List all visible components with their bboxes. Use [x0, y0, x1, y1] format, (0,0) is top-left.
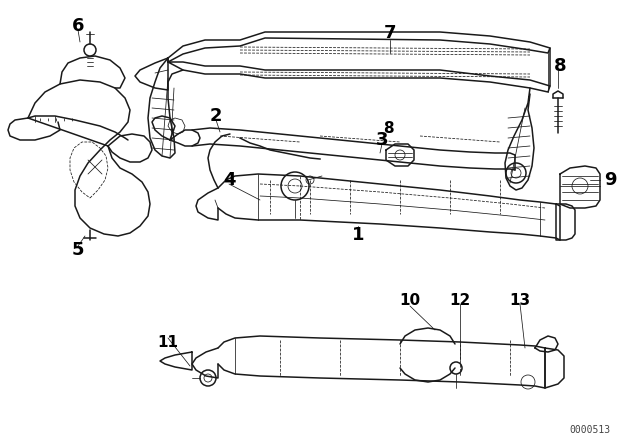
- Text: 4: 4: [223, 171, 236, 189]
- Text: 9: 9: [604, 171, 616, 189]
- Text: 11: 11: [157, 335, 179, 349]
- Text: 0000513: 0000513: [570, 425, 611, 435]
- Text: 8: 8: [554, 57, 566, 75]
- Text: 6: 6: [72, 17, 84, 35]
- Text: 3: 3: [376, 131, 388, 149]
- Text: 2: 2: [210, 107, 222, 125]
- Text: 1: 1: [352, 226, 364, 244]
- Text: 13: 13: [509, 293, 531, 307]
- Text: 5: 5: [72, 241, 84, 259]
- Text: 10: 10: [399, 293, 420, 307]
- Text: 7: 7: [384, 24, 396, 42]
- Text: 8: 8: [383, 121, 394, 135]
- Text: 12: 12: [449, 293, 470, 307]
